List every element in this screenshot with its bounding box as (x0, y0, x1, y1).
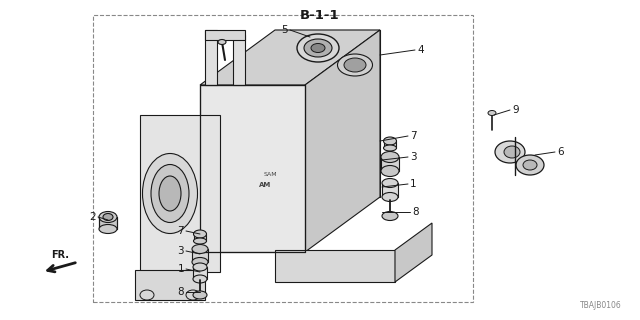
Polygon shape (200, 30, 380, 85)
Ellipse shape (193, 291, 207, 299)
Polygon shape (193, 267, 207, 279)
Ellipse shape (192, 244, 208, 253)
Polygon shape (275, 30, 380, 197)
Text: 5: 5 (282, 25, 288, 35)
Text: 3: 3 (410, 152, 417, 162)
Ellipse shape (495, 141, 525, 163)
Text: AM: AM (259, 182, 271, 188)
Ellipse shape (193, 230, 207, 238)
Ellipse shape (523, 160, 537, 170)
Ellipse shape (186, 290, 200, 300)
Ellipse shape (383, 145, 397, 151)
Ellipse shape (140, 290, 154, 300)
Polygon shape (200, 85, 305, 252)
Polygon shape (205, 30, 217, 85)
Polygon shape (192, 249, 208, 262)
Ellipse shape (304, 39, 332, 57)
Polygon shape (194, 234, 206, 241)
Text: 9: 9 (512, 105, 518, 115)
Ellipse shape (311, 44, 325, 52)
Polygon shape (233, 35, 245, 85)
Polygon shape (135, 270, 205, 300)
Ellipse shape (382, 193, 398, 202)
Ellipse shape (193, 238, 207, 244)
Text: B-1-1: B-1-1 (300, 9, 340, 22)
Ellipse shape (218, 39, 226, 44)
Polygon shape (395, 223, 432, 282)
Bar (93, 15, 473, 302)
Ellipse shape (103, 213, 113, 220)
Ellipse shape (381, 165, 399, 177)
Text: TBAJB0106: TBAJB0106 (580, 301, 622, 310)
Ellipse shape (382, 179, 398, 188)
Ellipse shape (193, 275, 207, 283)
Ellipse shape (337, 54, 372, 76)
Ellipse shape (381, 151, 399, 163)
Polygon shape (275, 250, 395, 282)
Ellipse shape (193, 263, 207, 271)
Text: 2: 2 (90, 212, 96, 222)
Ellipse shape (99, 212, 117, 222)
Polygon shape (305, 30, 380, 252)
Polygon shape (384, 141, 396, 148)
Ellipse shape (488, 110, 496, 116)
Ellipse shape (344, 58, 366, 72)
Text: 1: 1 (410, 179, 417, 189)
Polygon shape (382, 183, 398, 197)
Ellipse shape (143, 154, 198, 234)
Ellipse shape (504, 146, 520, 158)
Ellipse shape (99, 225, 117, 234)
Polygon shape (381, 157, 399, 171)
Text: FR.: FR. (51, 250, 69, 260)
Text: 1: 1 (177, 264, 184, 274)
Ellipse shape (192, 258, 208, 267)
Polygon shape (205, 30, 245, 40)
Ellipse shape (383, 137, 397, 145)
Ellipse shape (516, 155, 544, 175)
Ellipse shape (159, 176, 181, 211)
Polygon shape (99, 217, 117, 229)
Text: 6: 6 (557, 147, 564, 157)
Ellipse shape (297, 34, 339, 62)
Text: 7: 7 (177, 226, 184, 236)
Text: 8: 8 (412, 207, 419, 217)
Text: SAM: SAM (263, 172, 277, 178)
Text: 7: 7 (410, 131, 417, 141)
Polygon shape (140, 115, 220, 272)
Text: 8: 8 (177, 287, 184, 297)
Ellipse shape (151, 164, 189, 222)
Text: 4: 4 (417, 45, 424, 55)
Text: 3: 3 (177, 246, 184, 256)
Ellipse shape (382, 212, 398, 220)
